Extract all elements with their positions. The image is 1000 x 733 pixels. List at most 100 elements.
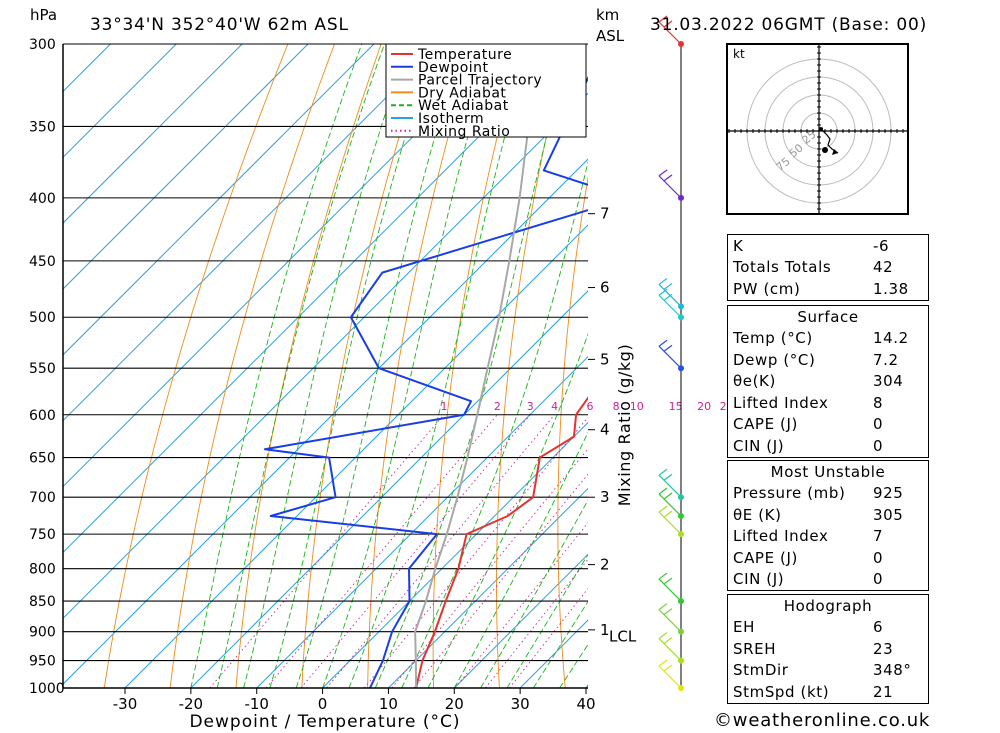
wind-barb-flag bbox=[663, 664, 673, 672]
x-tick-label: -20 bbox=[179, 695, 204, 713]
pressure-tick-label: 950 bbox=[29, 654, 56, 670]
wet-adiabat-line bbox=[348, 44, 531, 688]
stat-label: Lifted Index bbox=[733, 393, 829, 412]
x-tick-label: 10 bbox=[379, 695, 398, 713]
stat-label: Temp (°C) bbox=[733, 329, 813, 348]
stat-value: 0 bbox=[873, 548, 884, 567]
stat-value: 21 bbox=[873, 682, 894, 701]
stat-row: θE (K) 305 bbox=[728, 504, 928, 526]
wind-barb bbox=[658, 632, 684, 664]
stats-basic-table: K -6 Totals Totals 42 PW (cm) 1.38 bbox=[727, 234, 929, 301]
height-unit-km: km bbox=[596, 6, 619, 24]
pressure-tick-label: 600 bbox=[29, 408, 56, 424]
pressure-tick-label: 300 bbox=[29, 37, 56, 53]
stat-label: Lifted Index bbox=[733, 527, 829, 546]
stat-value: 348° bbox=[873, 661, 912, 680]
legend-entry-label: Isotherm bbox=[418, 111, 484, 127]
mixing-ratio-label: 10 bbox=[630, 400, 644, 413]
hodograph-unit-label: kt bbox=[733, 47, 745, 61]
wind-barb-flag bbox=[663, 608, 673, 616]
dry-adiabat-line bbox=[939, 44, 1000, 688]
stat-row: CAPE (J) 0 bbox=[728, 414, 928, 436]
stat-value: 0 bbox=[873, 415, 884, 434]
stat-row: StmDir 348° bbox=[728, 660, 928, 682]
height-tick-label: 3 bbox=[600, 488, 610, 506]
hodograph-panel: kt 25 50 75 bbox=[726, 40, 910, 222]
wind-barb bbox=[658, 487, 684, 519]
wind-barb-flag bbox=[663, 473, 673, 481]
wind-barb-flag bbox=[663, 344, 673, 352]
height-unit-asl: ASL bbox=[596, 27, 625, 45]
wet-adiabat-line bbox=[427, 332, 588, 688]
location-title: 33°34'N 352°40'W 62m ASL bbox=[90, 15, 349, 35]
stat-label: K bbox=[733, 236, 744, 255]
wet-adiabat-line bbox=[190, 44, 363, 688]
stat-row: Pressure (mb) 925 bbox=[728, 483, 928, 505]
mixing-ratio-label: 4 bbox=[551, 400, 558, 413]
height-tick-label: 1 bbox=[600, 621, 610, 639]
isotherm-line bbox=[256, 356, 588, 688]
stat-label: SREH bbox=[733, 639, 777, 658]
section-title: Hodograph bbox=[783, 596, 873, 615]
isotherm-line bbox=[63, 44, 375, 356]
mixing-ratio-line bbox=[454, 522, 588, 688]
x-tick-label: 0 bbox=[318, 695, 328, 713]
wind-barb-flag bbox=[658, 339, 668, 347]
wind-barb-flag bbox=[663, 282, 673, 290]
wind-barb-flag bbox=[663, 492, 673, 500]
mixing-ratio-label: 8 bbox=[613, 400, 620, 413]
credit-text: ©weatheronline.co.uk bbox=[714, 710, 931, 731]
isotherm-line bbox=[453, 553, 588, 688]
hodograph-ring-label: 50 bbox=[787, 141, 806, 160]
isotherm-line bbox=[63, 92, 588, 619]
height-tick-label: 2 bbox=[600, 556, 610, 574]
lcl-label: LCL bbox=[609, 628, 637, 646]
wind-barb bbox=[658, 603, 684, 635]
legend-entry-label: Wet Adiabat bbox=[418, 98, 509, 114]
x-axis-title: Dewpoint / Temperature (°C) bbox=[189, 712, 460, 732]
pressure-tick-label: 700 bbox=[29, 490, 56, 506]
stats-surface-table: Surface Temp (°C) 14.2 Dewp (°C) 7.2 θe(K)… bbox=[727, 305, 929, 458]
section-title: Most Unstable bbox=[770, 462, 886, 481]
x-tick-label: 30 bbox=[511, 695, 530, 713]
pressure-tick-label: 500 bbox=[29, 310, 56, 326]
stat-value: 7.2 bbox=[873, 350, 899, 369]
stat-label: PW (cm) bbox=[733, 279, 801, 298]
wind-barb bbox=[658, 277, 684, 310]
isotherm-line bbox=[63, 44, 177, 158]
stat-value: 0 bbox=[873, 570, 884, 589]
wind-barb bbox=[658, 572, 684, 605]
isotherm-line bbox=[63, 44, 309, 290]
wind-barb-shaft bbox=[658, 511, 682, 535]
wind-barb-flag bbox=[663, 293, 673, 301]
mixing-ratio-label: 1 bbox=[440, 400, 447, 413]
stat-value: 305 bbox=[873, 505, 904, 524]
wind-barb-shaft bbox=[658, 665, 682, 689]
wind-barb-flag bbox=[663, 174, 673, 182]
wind-barb-flag bbox=[658, 288, 668, 296]
mixing-ratio-label: 2 bbox=[494, 400, 501, 413]
height-tick-label: 4 bbox=[600, 421, 610, 439]
legend-entry-label: Mixing Ratio bbox=[418, 124, 510, 140]
dry-adiabat-line bbox=[367, 44, 475, 688]
mixing-ratio-line bbox=[265, 414, 498, 688]
legend-entry-label: Temperature bbox=[417, 47, 512, 63]
mixing-ratio-label: 6 bbox=[587, 400, 594, 413]
pressure-tick-label: 550 bbox=[29, 361, 56, 377]
stat-row: Dewp (°C) 7.2 bbox=[728, 349, 928, 371]
stat-row: EH 6 bbox=[728, 617, 928, 639]
wind-barb-flag bbox=[658, 15, 668, 23]
wind-barb-shaft bbox=[658, 578, 682, 602]
x-tick-label: 40 bbox=[576, 695, 595, 713]
isotherm-line bbox=[124, 224, 588, 688]
wind-barb bbox=[658, 339, 684, 372]
isotherm-line bbox=[63, 44, 441, 422]
stat-row: K -6 bbox=[728, 235, 928, 257]
dry-adiabat-line bbox=[987, 44, 1000, 688]
datetime-title: 31.03.2022 06GMT (Base: 00) bbox=[650, 15, 927, 35]
stat-row: Temp (°C) 14.2 bbox=[728, 328, 928, 350]
stat-label: Dewp (°C) bbox=[733, 350, 816, 369]
mixing-ratio-label: 3 bbox=[527, 400, 534, 413]
wind-barb-flag bbox=[658, 505, 668, 513]
